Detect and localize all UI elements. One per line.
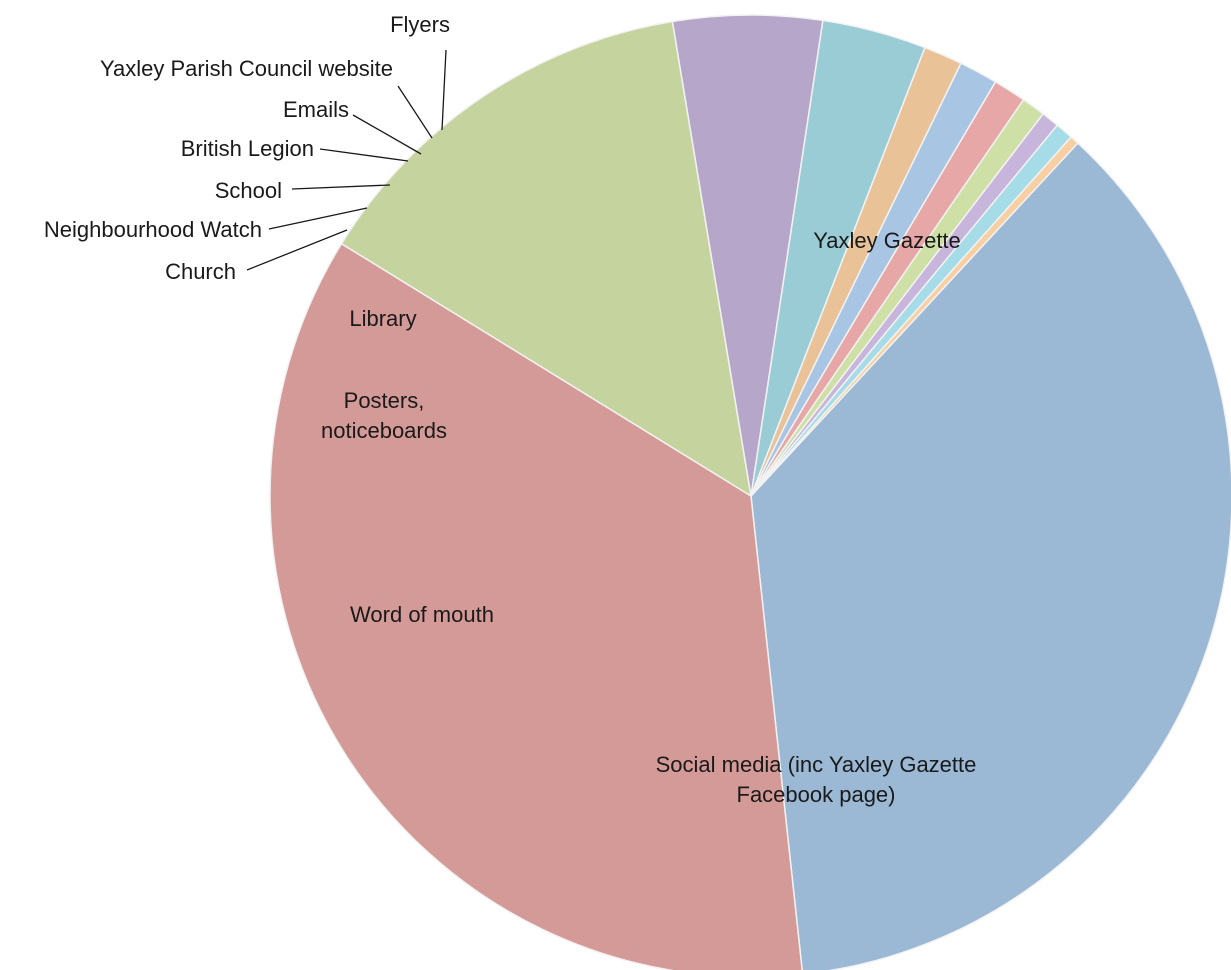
leader-line-flyers — [441, 49, 447, 131]
slice-label-neighbourhood-watch: Neighbourhood Watch — [44, 217, 262, 242]
slices-layer — [269, 14, 1231, 970]
slice-label-library: Library — [349, 306, 416, 331]
slice-label-word-of-mouth: Word of mouth — [350, 602, 494, 627]
pie-slice-posters-noticeboards — [671, 14, 824, 497]
slice-label-yaxley-gazette: Yaxley Gazette — [813, 228, 961, 253]
pie-slice-social-media-inc-yaxley-gazette-facebook-page — [269, 242, 803, 970]
leader-line-church — [246, 229, 348, 271]
pie-slice-yaxley-gazette — [750, 142, 1231, 970]
slice-label-emails: Emails — [283, 97, 349, 122]
leader-line-school — [291, 184, 391, 190]
leader-line-yaxley-parish-council-website — [397, 85, 433, 139]
slice-label-flyers: Flyers — [390, 12, 450, 37]
leader-lines-layer — [246, 49, 447, 271]
leader-line-emails — [352, 114, 422, 155]
slice-label-british-legion: British Legion — [181, 136, 314, 161]
leader-line-neighbourhood-watch — [268, 207, 368, 230]
slice-label-social-media-inc-yaxley-gazette-facebook-page: Social media (inc Yaxley Gazette Facebook… — [656, 752, 977, 807]
slice-label-posters-noticeboards: Posters, noticeboards — [321, 388, 447, 443]
pie-slice-word-of-mouth — [340, 20, 753, 498]
labels-layer: Yaxley Gazette Social media (inc Yaxley G… — [44, 12, 977, 807]
leader-line-british-legion — [319, 148, 409, 162]
slice-label-school: School — [215, 178, 282, 203]
slice-label-church: Church — [165, 259, 236, 284]
pie-slice-flyers — [750, 135, 1079, 497]
slice-label-yaxley-parish-council-website: Yaxley Parish Council website — [100, 56, 393, 81]
